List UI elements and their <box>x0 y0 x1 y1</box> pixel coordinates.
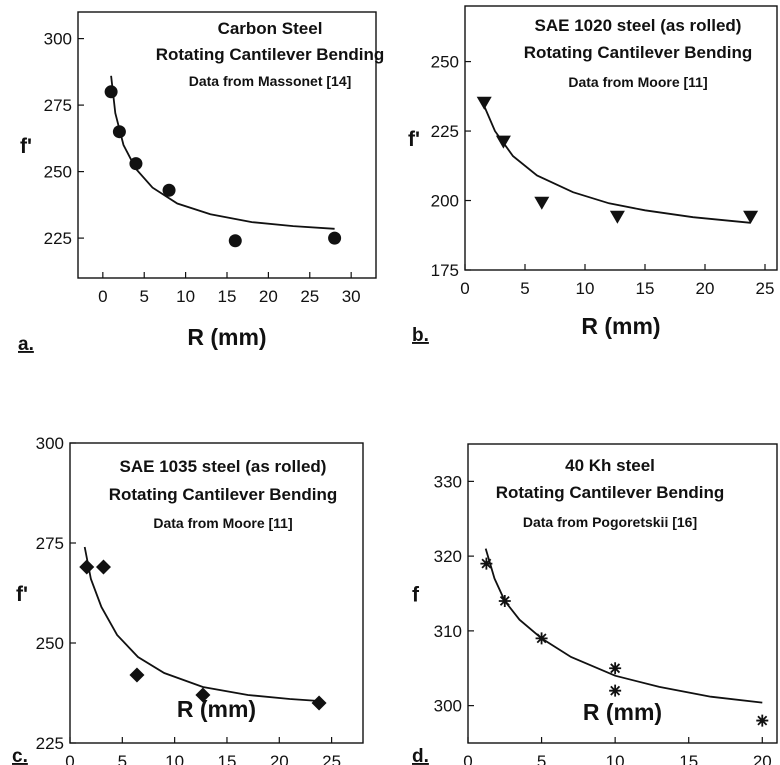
y-axis-label: f' <box>408 128 420 151</box>
data-point-asterisk <box>609 662 622 675</box>
x-tick-label: 0 <box>463 752 472 765</box>
y-tick-label: 250 <box>36 634 64 653</box>
y-tick-label: 310 <box>434 622 462 641</box>
chart-title-line: Data from Pogoretskii [16] <box>523 514 697 530</box>
x-tick-label: 10 <box>576 279 595 298</box>
y-axis-label: f <box>412 584 420 607</box>
chart-title-line: 40 Kh steel <box>565 456 655 475</box>
x-tick-label: 20 <box>753 752 772 765</box>
y-axis-label: f' <box>16 583 28 606</box>
data-point-circle <box>162 183 176 197</box>
data-point-triangle <box>534 196 550 210</box>
x-tick-label: 5 <box>139 287 148 306</box>
chart-title-line: Rotating Cantilever Bending <box>496 483 725 502</box>
data-point-circle <box>328 231 342 245</box>
data-point-triangle <box>476 96 492 110</box>
data-point-circle <box>104 85 118 99</box>
y-tick-label: 300 <box>434 697 462 716</box>
plot-frame <box>69 442 364 744</box>
data-point-diamond <box>79 559 95 575</box>
y-tick-label: 250 <box>431 53 459 72</box>
x-tick-label: 25 <box>322 752 341 765</box>
y-tick-label: 200 <box>431 192 459 211</box>
x-tick-label: 20 <box>259 287 278 306</box>
data-point-diamond <box>129 667 145 683</box>
panel-label: c. <box>12 746 28 765</box>
y-tick-label: 225 <box>431 122 459 141</box>
x-axis-label: R (mm) <box>187 324 266 350</box>
y-tick-label: 225 <box>36 734 64 753</box>
data-point-diamond <box>95 559 111 575</box>
x-tick-label: 25 <box>756 279 775 298</box>
panel-label: b. <box>412 325 429 346</box>
x-axis-label: R (mm) <box>583 699 662 725</box>
x-tick-label: 5 <box>537 752 546 765</box>
panel-label: d. <box>412 746 429 765</box>
x-tick-label: 10 <box>606 752 625 765</box>
x-tick-label: 0 <box>98 287 107 306</box>
x-tick-label: 15 <box>218 752 237 765</box>
x-tick-label: 15 <box>218 287 237 306</box>
chart-title-line: Rotating Cantilever Bending <box>109 485 338 504</box>
chart-title-line: Data from Massonet [14] <box>189 73 352 89</box>
y-tick-label: 175 <box>431 261 459 280</box>
x-tick-label: 10 <box>176 287 195 306</box>
x-tick-label: 10 <box>165 752 184 765</box>
data-point-asterisk <box>609 684 622 697</box>
chart-title-line: Rotating Cantilever Bending <box>524 43 753 62</box>
x-axis-label: R (mm) <box>177 696 256 722</box>
data-point-asterisk <box>480 557 493 570</box>
chart-b: 0 5 10 15 20 25 175 200 225 250 f' R (mm) b. SAE 1020… <box>408 5 778 346</box>
data-point-circle <box>112 125 126 139</box>
panel-label: a. <box>18 334 34 355</box>
fit-curve <box>483 105 751 224</box>
fit-curve <box>484 548 763 704</box>
x-tick-label: 20 <box>270 752 289 765</box>
chart-title-line: Rotating Cantilever Bending <box>156 45 385 64</box>
chart-c: 0 5 10 15 20 25 225 250 275 300 f' R (mm) c. SAE 1035… <box>12 434 364 765</box>
plot-frame <box>467 443 778 744</box>
y-tick-label: 275 <box>44 96 72 115</box>
chart-d: 0 5 10 15 20 300 310 320 330 f R (mm) d. 40 Kh steel… <box>412 443 778 765</box>
x-tick-label: 15 <box>679 752 698 765</box>
y-tick-label: 250 <box>44 163 72 182</box>
x-tick-label: 25 <box>300 287 319 306</box>
y-tick-label: 330 <box>434 472 462 491</box>
data-point-triangle <box>495 135 511 149</box>
data-point-circle <box>228 234 242 248</box>
y-tick-label: 300 <box>44 30 72 49</box>
data-point-triangle <box>743 210 759 224</box>
fit-curve <box>110 75 335 230</box>
x-tick-label: 5 <box>520 279 529 298</box>
data-point-asterisk <box>535 632 548 645</box>
chart-title-line: SAE 1035 steel (as rolled) <box>120 457 327 476</box>
x-tick-label: 20 <box>696 279 715 298</box>
plot-frame <box>464 5 778 271</box>
data-point-triangle <box>609 210 625 224</box>
chart-title-line: Data from Moore [11] <box>568 74 707 90</box>
x-tick-label: 30 <box>342 287 361 306</box>
chart-title-line: Carbon Steel <box>218 19 323 38</box>
y-axis-label: f' <box>20 135 32 158</box>
x-axis-label: R (mm) <box>581 313 660 339</box>
data-point-circle <box>129 157 143 171</box>
y-tick-label: 225 <box>44 229 72 248</box>
fit-curve <box>83 546 320 702</box>
data-point-asterisk <box>756 714 769 727</box>
data-point-diamond <box>311 695 327 711</box>
x-tick-label: 5 <box>118 752 127 765</box>
y-tick-label: 320 <box>434 547 462 566</box>
x-tick-label: 0 <box>460 279 469 298</box>
y-tick-label: 300 <box>36 434 64 453</box>
chart-a: 0 5 10 15 20 25 30 225 250 275 300 f' R (mm) a. Carbon… <box>18 11 385 355</box>
y-tick-label: 275 <box>36 534 64 553</box>
chart-title-line: Data from Moore [11] <box>153 515 292 531</box>
x-tick-label: 15 <box>636 279 655 298</box>
data-point-diamond <box>195 687 211 703</box>
data-point-asterisk <box>498 594 511 607</box>
chart-title-line: SAE 1020 steel (as rolled) <box>535 16 742 35</box>
x-tick-label: 0 <box>65 752 74 765</box>
